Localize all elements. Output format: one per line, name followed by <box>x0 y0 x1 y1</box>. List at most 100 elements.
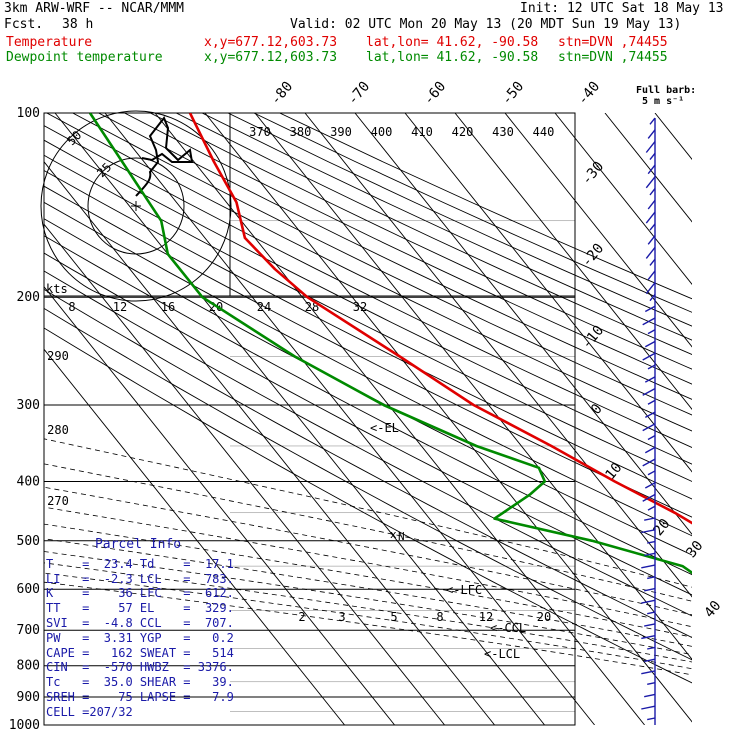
isotherm-label: 0 <box>588 401 606 418</box>
wind-barb <box>649 117 656 125</box>
temperature-profile <box>188 113 692 525</box>
pressure-label: 300 <box>17 398 40 413</box>
wind-barb <box>644 411 656 419</box>
pressure-axis: 100 200 300 400 500 600 700 800 900 1000 <box>9 106 575 733</box>
wind-barb <box>644 693 656 698</box>
wind-barb <box>642 317 656 326</box>
wind-barb <box>645 141 656 153</box>
dewpoint-profile <box>88 113 692 575</box>
isotherm-line <box>304 113 692 598</box>
dewpoint-legend-stn: stn=DVN ,74455 <box>558 50 668 65</box>
wind-barb <box>642 352 656 361</box>
temperature-legend-label: Temperature <box>6 35 93 50</box>
hodograph-speed-label: 24 <box>257 300 271 314</box>
pressure-label: 700 <box>17 623 40 638</box>
isotherm-label: -60 <box>421 79 450 109</box>
wind-barb <box>647 505 656 511</box>
wind-barb <box>641 599 656 604</box>
wind-barb <box>647 717 656 721</box>
isotherm-line <box>654 113 692 160</box>
theta-label: 380 <box>290 125 312 139</box>
pressure-label: 100 <box>17 106 40 121</box>
theta-label: 410 <box>411 125 433 139</box>
mixing-ratio-label: 2 <box>298 610 305 624</box>
isotherm-line <box>154 113 645 725</box>
isotherm-label: 30 <box>683 538 706 561</box>
parcel-row: K = 36 LFC = 612. <box>46 586 234 601</box>
wind-barb <box>644 305 656 313</box>
wind-barb <box>647 199 656 210</box>
pressure-label: 900 <box>17 690 40 705</box>
wind-barb <box>645 282 656 295</box>
dry-adiabat-line <box>124 113 692 385</box>
hodograph-unit: kts <box>46 282 68 296</box>
theta-label: 430 <box>492 125 514 139</box>
valid-time: Valid: 02 UTC Mon 20 May 13 (20 MDT Sun … <box>290 17 682 32</box>
wind-barb <box>641 634 656 640</box>
parcel-row: T = 23.4 Td = 17.1 <box>46 556 234 571</box>
parcel-row: LI = -2.3 LCL = 783. <box>46 571 234 586</box>
hodograph-ring-25 <box>87 157 185 255</box>
isotherm-label: 20 <box>650 516 673 539</box>
parcel-info-title: Parcel Info <box>94 537 182 552</box>
isotherm-line <box>354 113 692 535</box>
parcel-row: SVI = -4.8 CCL = 707. <box>46 615 234 630</box>
hodograph-speed-label: 16 <box>161 300 175 314</box>
theta-label: 400 <box>371 125 393 139</box>
isotherm-label: -80 <box>268 79 297 109</box>
wind-barb <box>644 587 656 592</box>
theta-label: 440 <box>533 125 555 139</box>
barb-key-title: Full barb: <box>636 85 697 96</box>
wind-barb <box>649 258 656 266</box>
wind-barb <box>644 658 656 663</box>
wind-barb <box>647 682 656 685</box>
moist-adiabat-line <box>44 438 692 588</box>
dewpoint-legend-xy: x,y=677.12,603.73 <box>204 50 338 65</box>
mixing-ratio-label: 5 <box>390 610 397 624</box>
wind-barb <box>642 387 656 396</box>
parcel-rows: T = 23.4 Td = 17.1 LI = -2.3 LCL = 783. K … <box>46 556 234 720</box>
mixing-ratio-label: 20 <box>537 610 551 624</box>
level-markers: <-EL <-LFC <-CCL <-LCL x N <box>370 421 526 661</box>
wind-barb <box>649 294 656 302</box>
wind-barb <box>644 446 656 454</box>
dry-adiabat-line <box>44 270 692 617</box>
wind-barb <box>645 211 656 224</box>
wind-barb <box>647 164 656 175</box>
parcel-info-panel: Parcel Info T = 23.4 Td = 17.1 LI = -2.3 … <box>46 537 234 726</box>
wind-barb <box>644 517 656 521</box>
wind-barb <box>641 529 656 534</box>
wind-barb <box>647 646 656 650</box>
hodograph-ring-label: 50 <box>64 128 84 148</box>
isotherm-line <box>404 113 692 473</box>
dewpoint-legend-latlon: lat,lon= 41.62, -90.58 <box>366 50 539 65</box>
wind-barb <box>642 493 656 502</box>
mixing-ratio-label: 12 <box>479 610 493 624</box>
forecast-hour: 38 h <box>62 17 94 32</box>
wind-barb <box>644 376 656 383</box>
theta-label: 420 <box>452 125 474 139</box>
wind-barb <box>647 364 656 370</box>
pressure-label: 200 <box>17 290 40 305</box>
dry-adiabat-line <box>44 252 692 596</box>
isotherm-line <box>454 113 692 410</box>
wind-barb <box>645 176 656 189</box>
isotherm-line <box>44 286 395 725</box>
moist-adiabat-line <box>44 463 692 602</box>
level-marker: <-LCL <box>484 647 520 661</box>
hodograph-speed-label: 32 <box>353 300 367 314</box>
wind-barb <box>644 623 656 627</box>
hodograph-speed-label: 8 <box>68 300 75 314</box>
parcel-row: TT = 57 EL = 329. <box>46 601 234 616</box>
isotherm-label: -10 <box>579 323 608 353</box>
wind-barb <box>644 482 656 489</box>
wind-barb <box>647 329 656 335</box>
pressure-label: 500 <box>17 534 40 549</box>
wind-barb <box>641 705 656 710</box>
wind-barb <box>647 470 656 476</box>
wind-barb <box>642 458 656 467</box>
dry-adiabat-line <box>98 113 692 400</box>
isotherm-line <box>504 113 692 348</box>
init-time: Init: 12 UTC Sat 18 May 13 <box>520 1 724 16</box>
